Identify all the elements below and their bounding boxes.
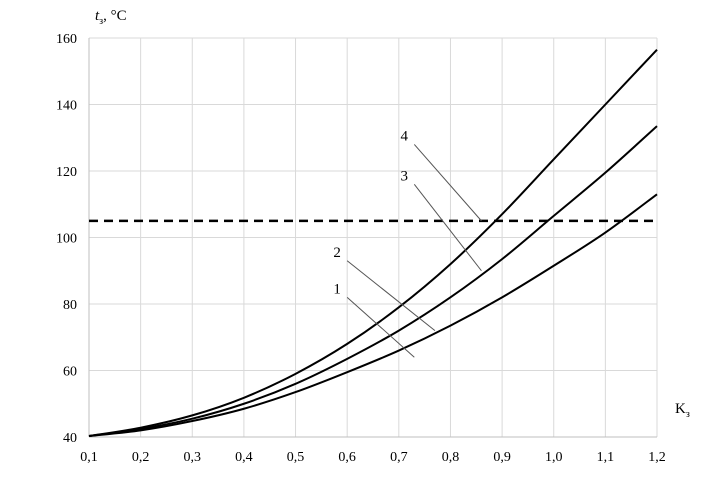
callout-leader-2: [346, 260, 436, 331]
x-tick-label: 0,4: [235, 450, 253, 465]
y-axis-label-unit: , °C: [103, 8, 127, 24]
y-tick-label: 120: [56, 165, 77, 180]
x-tick-label: 0,9: [493, 450, 511, 465]
y-tick-label: 60: [63, 365, 77, 380]
y-tick-label: 140: [56, 99, 77, 114]
tick-labels: 0,1 0,2 0,3 0,4 0,5 0,6 0,7 0,8 0,9 1,0 1,1 1,2 40 60…: [56, 32, 666, 465]
x-axis-label: Kз: [675, 401, 690, 420]
grid: [88, 37, 658, 438]
y-tick-label: 160: [56, 32, 77, 47]
x-tick-label: 0,3: [184, 450, 202, 465]
series-label-3: 3: [401, 168, 409, 184]
x-tick-label: 0,2: [132, 450, 150, 465]
series-label-2: 2: [333, 245, 341, 261]
x-tick-label: 0,5: [287, 450, 305, 465]
x-tick-label: 0,7: [390, 450, 408, 465]
x-tick-label: 0,6: [338, 450, 356, 465]
series-label-1: 1: [333, 281, 341, 297]
x-tick-label: 1,0: [545, 450, 563, 465]
x-tick-label: 0,8: [442, 450, 460, 465]
callout-leader-4: [413, 144, 482, 222]
callout-leader-3: [413, 183, 482, 272]
x-axis-label-subscript: з: [686, 409, 690, 420]
y-tick-label: 100: [56, 232, 77, 247]
y-tick-label: 80: [63, 298, 77, 313]
x-tick-label: 1,1: [597, 450, 615, 465]
y-axis-label-symbol: t: [95, 8, 100, 24]
x-axis-label-symbol: K: [675, 401, 686, 417]
series-line-1: [88, 193, 658, 437]
callout-layer: 1 2 3 4: [333, 128, 482, 358]
series-line-2: [88, 125, 658, 437]
y-axis-label: tз, °C: [95, 8, 127, 27]
series-layer: [88, 48, 658, 437]
callout-leader-1: [346, 296, 415, 358]
x-tick-label: 1,2: [648, 450, 666, 465]
series-line-3: [88, 48, 658, 437]
y-tick-label: 40: [63, 431, 77, 446]
y-axis-label-subscript: з: [99, 16, 103, 27]
x-tick-label: 0,1: [80, 450, 98, 465]
series-label-4: 4: [401, 128, 409, 144]
